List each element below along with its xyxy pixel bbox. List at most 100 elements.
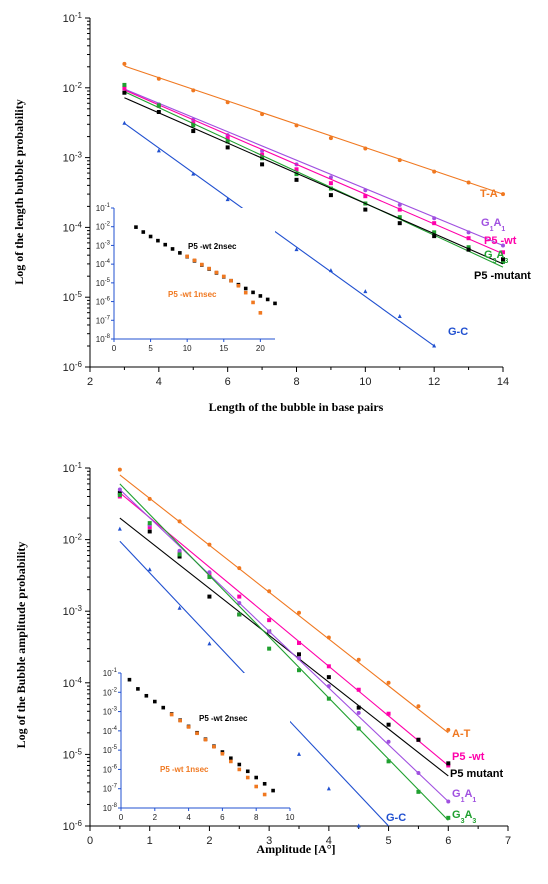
inset-data-point <box>148 234 153 239</box>
y-tick-label: 10-6 <box>63 819 83 833</box>
fit-line <box>119 492 449 766</box>
data-point <box>363 289 368 294</box>
x-tick-label: 8 <box>293 376 299 388</box>
inset-series-1nsec <box>185 254 263 315</box>
inset-data-point <box>262 792 267 797</box>
data-point <box>237 601 242 606</box>
y-tick-label: 10-4 <box>63 220 83 234</box>
inset-data-point <box>220 751 225 756</box>
inset-data-point <box>161 705 166 710</box>
data-point <box>260 162 265 167</box>
data-point <box>297 652 301 657</box>
data-point <box>294 172 299 177</box>
x-tick-label: 6 <box>225 376 231 388</box>
inset-x-tick-label: 15 <box>219 344 228 353</box>
data-point <box>237 612 242 617</box>
data-point <box>356 705 361 710</box>
inset-series-label: P5 -wt 2nsec <box>199 714 248 723</box>
data-point <box>501 192 505 197</box>
fit-line <box>124 88 504 247</box>
x-tick-label: 0 <box>87 835 93 847</box>
data-point <box>386 711 391 716</box>
data-point <box>191 129 196 134</box>
data-point <box>363 188 368 193</box>
data-point <box>386 759 391 764</box>
inset-data-point <box>136 687 140 691</box>
inset-y-tick-label: 10-4 <box>103 726 118 736</box>
x-tick-label: 3 <box>266 835 272 847</box>
data-point <box>297 656 301 661</box>
data-point <box>117 487 122 492</box>
data-point <box>177 605 182 610</box>
inset-y-tick-label: 10-7 <box>96 315 111 325</box>
data-point <box>397 221 402 226</box>
inset-x-tick-label: 6 <box>220 813 225 822</box>
series-label: G-C <box>386 812 406 824</box>
chart-1: 2 4 6 8 10 12 14 10-6 10-5 10-4 10-3 10-2 10-1 Length… <box>12 11 531 414</box>
data-point <box>466 236 471 241</box>
data-point <box>237 566 242 571</box>
inset-data-point <box>243 286 248 291</box>
data-point <box>207 575 212 580</box>
series-p5-mutant <box>122 90 505 265</box>
series-label: G3A3 <box>484 249 508 265</box>
data-point <box>297 640 301 645</box>
inset-data-point <box>207 266 211 271</box>
data-point <box>446 815 451 820</box>
data-point <box>326 684 331 689</box>
data-point <box>294 167 299 172</box>
inset-data-point <box>153 699 157 704</box>
x-tick-label: 4 <box>156 376 162 388</box>
data-point <box>446 763 451 768</box>
inset-background <box>114 208 275 339</box>
inset-data-point <box>271 788 275 793</box>
data-point <box>386 739 391 744</box>
y-tick-label: 10-2 <box>63 81 83 95</box>
data-point <box>117 526 122 531</box>
series-label: G-C <box>448 326 468 338</box>
data-point <box>122 82 127 87</box>
data-point <box>122 86 127 91</box>
x-tick-label: 12 <box>428 376 440 388</box>
data-point <box>297 668 301 673</box>
series-label: P5 -wt <box>484 235 517 247</box>
y-axis-title: Log of the length bubble probability <box>12 99 26 284</box>
inset-data-point <box>178 251 182 255</box>
y-tick-label: 10-5 <box>63 747 83 761</box>
y-tick-label: 10-3 <box>63 604 83 618</box>
inset-data-point <box>254 784 258 789</box>
inset-y-tick-label: 10-7 <box>103 784 118 794</box>
fit-line <box>124 97 504 265</box>
data-point <box>294 123 299 128</box>
series-label: P5 -mutant <box>474 270 531 282</box>
data-point <box>356 657 361 662</box>
data-point <box>466 230 471 235</box>
inset-y-tick-label: 10-5 <box>96 278 111 288</box>
fit-line <box>124 65 504 195</box>
data-point <box>207 641 212 646</box>
data-point <box>501 257 505 262</box>
data-point <box>432 216 437 221</box>
data-point <box>156 148 161 153</box>
data-point <box>326 635 331 640</box>
inset-data-point <box>229 278 233 283</box>
y-axis-title: Log of the Bubble amplitude probability <box>14 542 28 749</box>
inset-data-point <box>229 756 233 761</box>
data-point <box>260 112 265 117</box>
data-point <box>122 90 127 95</box>
data-point <box>356 726 361 731</box>
data-point <box>326 696 331 701</box>
data-point <box>386 722 391 727</box>
data-point <box>397 215 402 220</box>
inset-x-tick-label: 5 <box>148 344 153 353</box>
data-point <box>147 524 152 529</box>
inset-y-tick-label: 10-1 <box>103 668 118 678</box>
x-axis-title: Amplitude [A°] <box>256 842 335 856</box>
data-point <box>294 247 299 252</box>
data-point <box>356 687 361 692</box>
inset-x-tick-label: 0 <box>119 813 124 822</box>
data-point <box>328 268 333 273</box>
data-point <box>466 245 471 250</box>
inset-x-tick-label: 8 <box>254 813 259 822</box>
